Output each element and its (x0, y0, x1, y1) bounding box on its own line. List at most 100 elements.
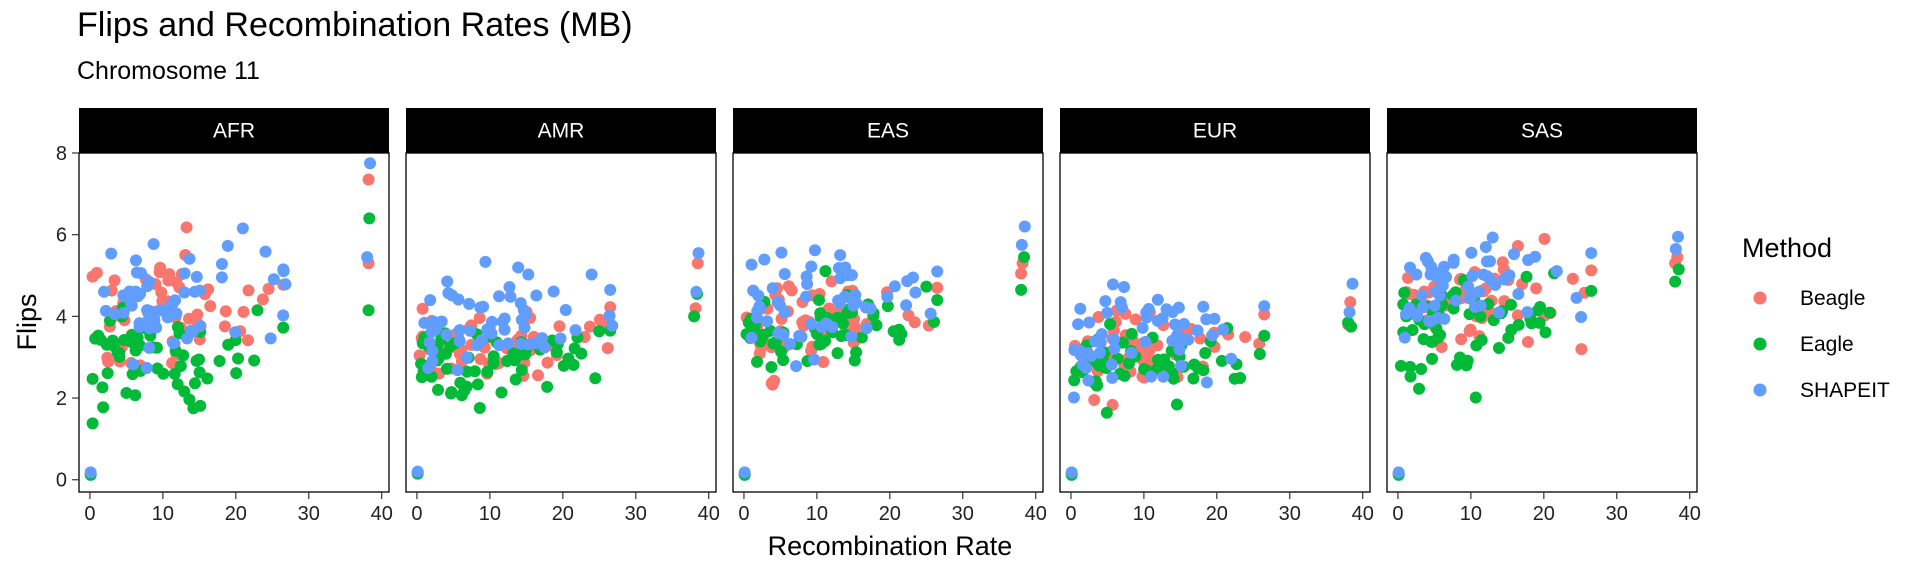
x-tick-label-sas-40: 40 (1679, 503, 1701, 525)
point-sas-shapeit-52 (1498, 273, 1511, 286)
point-afr-eagle-36 (251, 304, 264, 317)
point-eur-shapeit-53 (1177, 317, 1190, 330)
point-afr-shapeit-8 (277, 309, 290, 322)
point-amr-shapeit-34 (464, 324, 477, 337)
x-axis-title: Recombination Rate (768, 531, 1013, 561)
point-eur-shapeit-47 (1101, 306, 1114, 319)
point-amr-shapeit-55 (522, 338, 535, 351)
point-amr-beagle-24 (583, 320, 596, 333)
point-eur-shapeit-39 (1200, 376, 1213, 389)
point-afr-eagle-34 (157, 367, 170, 380)
point-sas-shapeit-57 (1465, 246, 1478, 259)
point-sas-shapeit-42 (1462, 280, 1475, 293)
legend-key-eagle (1753, 337, 1767, 351)
point-sas-shapeit-38 (1447, 256, 1460, 269)
point-sas-eagle-28 (1539, 326, 1552, 339)
point-sas-beagle-9 (1496, 256, 1509, 269)
point-afr-shapeit-24 (279, 278, 292, 291)
point-afr-beagle-54 (154, 261, 167, 274)
x-tick-label-amr-0: 0 (411, 503, 422, 525)
point-amr-shapeit-52 (493, 339, 506, 352)
point-amr-shapeit-44 (453, 335, 466, 348)
x-tick-label-eur-40: 40 (1352, 503, 1374, 525)
y-tick-label-2: 2 (56, 388, 67, 410)
point-afr-beagle-51 (90, 266, 103, 279)
point-amr-shapeit-15 (451, 364, 464, 377)
y-tick-label-0: 0 (56, 470, 67, 492)
point-sas-shapeit-30 (1474, 299, 1487, 312)
point-eur-eagle-18 (1125, 327, 1138, 340)
point-eur-shapeit-28 (1157, 370, 1170, 383)
facet-strip-eas (733, 108, 1043, 153)
point-eas-eagle-53 (835, 329, 848, 342)
x-tick-label-eur-30: 30 (1279, 503, 1301, 525)
point-amr-eagle-22 (593, 325, 606, 338)
point-afr-eagle-41 (188, 377, 201, 390)
x-tick-label-amr-40: 40 (698, 503, 720, 525)
legend-label-beagle: Beagle (1800, 287, 1865, 310)
point-amr-eagle-3 (432, 383, 445, 396)
legend-title: Method (1742, 233, 1832, 263)
point-sas-shapeit-21 (1570, 291, 1583, 304)
facet-strip-sas (1387, 108, 1697, 153)
point-sas-beagle-47 (1575, 343, 1588, 356)
x-tick-label-eur-20: 20 (1206, 503, 1228, 525)
point-amr-shapeit-58 (411, 465, 424, 478)
point-afr-beagle-31 (102, 355, 115, 368)
point-amr-eagle-56 (487, 350, 500, 363)
point-eas-shapeit-45 (924, 307, 937, 320)
point-eur-eagle-42 (1199, 346, 1212, 359)
point-amr-eagle-38 (473, 401, 486, 414)
point-eas-shapeit-55 (841, 269, 854, 282)
point-eas-eagle-38 (818, 334, 831, 347)
point-eas-eagle-47 (775, 345, 788, 358)
point-amr-beagle-6 (541, 356, 554, 369)
point-sas-shapeit-51 (1403, 302, 1416, 315)
point-sas-shapeit-60 (1669, 242, 1682, 255)
point-amr-eagle-49 (568, 342, 581, 355)
point-eur-eagle-19 (1197, 364, 1210, 377)
point-eas-eagle-39 (751, 355, 764, 368)
point-sas-eagle-46 (1534, 300, 1547, 313)
facet-label-sas: SAS (1521, 120, 1563, 143)
point-afr-beagle-0 (218, 320, 231, 333)
facet-label-eur: EUR (1193, 120, 1237, 143)
point-amr-shapeit-16 (481, 323, 494, 336)
point-eas-shapeit-6 (775, 246, 788, 259)
point-sas-shapeit-14 (1416, 289, 1429, 302)
x-tick-label-sas-0: 0 (1392, 503, 1403, 525)
point-sas-shapeit-45 (1550, 265, 1563, 278)
point-afr-shapeit-4 (215, 257, 228, 270)
point-amr-shapeit-48 (536, 332, 549, 345)
point-eur-shapeit-42 (1145, 370, 1158, 383)
point-afr-shapeit-33 (117, 289, 130, 302)
point-eas-shapeit-50 (750, 311, 763, 324)
point-afr-shapeit-43 (143, 275, 156, 288)
point-afr-eagle-50 (97, 401, 110, 414)
point-amr-shapeit-17 (441, 275, 454, 288)
point-afr-beagle-8 (204, 300, 217, 313)
point-eur-shapeit-45 (1171, 329, 1184, 342)
point-eur-shapeit-40 (1099, 295, 1112, 308)
point-afr-eagle-31 (86, 372, 99, 385)
point-afr-eagle-60 (362, 304, 375, 317)
point-eas-shapeit-33 (766, 282, 779, 295)
point-eur-shapeit-58 (1065, 466, 1078, 479)
point-eas-shapeit-9 (909, 286, 922, 299)
point-amr-eagle-53 (519, 348, 532, 361)
point-sas-beagle-50 (1538, 232, 1551, 245)
y-tick-label-8: 8 (56, 143, 67, 165)
point-afr-shapeit-58 (84, 466, 97, 479)
point-eas-eagle-46 (814, 307, 827, 320)
point-eas-shapeit-58 (738, 466, 751, 479)
point-afr-shapeit-56 (170, 307, 183, 320)
point-eur-eagle-56 (1151, 353, 1164, 366)
point-eas-eagle-59 (1018, 251, 1031, 264)
point-eur-shapeit-50 (1151, 314, 1164, 327)
x-tick-label-eas-10: 10 (806, 503, 828, 525)
point-eas-shapeit-37 (834, 249, 847, 262)
point-amr-shapeit-36 (423, 336, 436, 349)
point-afr-shapeit-52 (132, 290, 145, 303)
point-sas-eagle-36 (1525, 317, 1538, 330)
point-amr-shapeit-31 (426, 355, 439, 368)
